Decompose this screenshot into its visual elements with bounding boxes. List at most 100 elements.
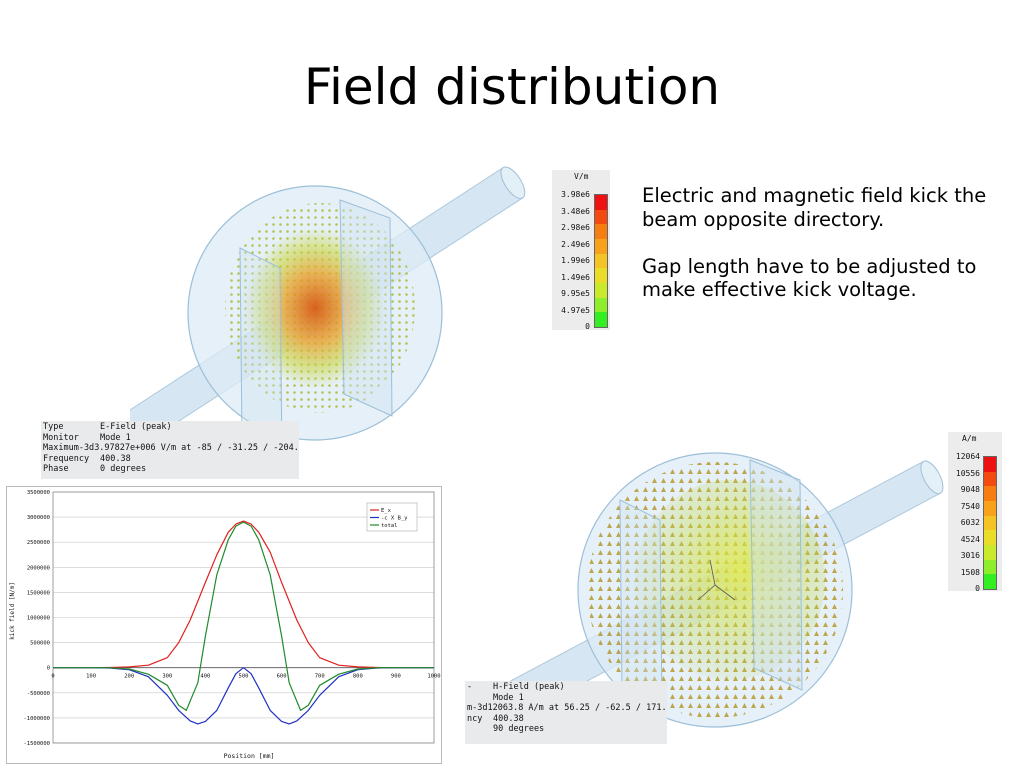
info-value: Mode 1 (493, 692, 524, 703)
info-value: 90 degrees (493, 724, 545, 735)
chart-xtick-label: 300 (162, 674, 172, 680)
hfield-color-bar (983, 456, 997, 590)
efield-tick-label: 9.95e5 (561, 289, 590, 298)
chart-ytick-label: 1000000 (27, 616, 50, 622)
efield-tick-label: 2.49e6 (561, 239, 590, 249)
info-key: Phase (43, 464, 69, 475)
kick-field-chart: 3500000 3000000 2500000 2000000 1500000 10000… (6, 486, 442, 764)
info-value: H-Field (peak) (493, 682, 565, 692)
chart-ytick-label: 1500000 (27, 590, 50, 596)
hfield-tick-label: 6032 (960, 518, 980, 527)
hfield-color-swatch (984, 544, 996, 560)
efield-info-row: Maximum-3d 3.97827e+006 V/m at -85 / -31.… (43, 443, 299, 454)
chart-xtick-label: 0 (51, 674, 54, 680)
efield-color-swatch (595, 238, 607, 254)
info-value: Mode 1 (100, 432, 131, 443)
efield-tick-label: 3.98e6 (561, 190, 590, 199)
chart-ytick-label: -500000 (27, 691, 50, 697)
efield-render-svg (116, 166, 526, 459)
efield-color-swatch (595, 224, 607, 239)
efield-info-row: Phase 0 degrees (43, 464, 299, 475)
chart-ytick-label: 0 (47, 666, 50, 672)
hfield-info-row: Mode 1 (467, 693, 667, 704)
chart-ytick-label: 3500000 (27, 490, 50, 496)
info-key: ncy (467, 713, 483, 724)
hfield-color-swatch (984, 500, 996, 516)
info-key: Frequency (43, 453, 90, 464)
info-value: 12063.8 A/m at 56.25 / -62.5 / 171.238 (487, 703, 667, 714)
efield-unit: V/m (574, 172, 589, 181)
efield-info-row: Type E-Field (peak) (43, 422, 299, 433)
hfield-info-row: 90 degrees (467, 724, 667, 735)
info-value: E-Field (peak) (100, 422, 172, 432)
chart-ytick-label: 2500000 (27, 540, 50, 546)
hfield-color-swatch (984, 457, 996, 472)
chart-legend-label: E_x (381, 508, 392, 514)
chart-xtick-label: 100 (86, 674, 96, 680)
info-key: m-3d (467, 703, 488, 714)
efield-color-swatch (595, 209, 607, 225)
info-key: - (467, 682, 473, 692)
info-key: Monitor (43, 432, 79, 443)
hfield-color-swatch (984, 486, 996, 501)
chart-xtick-label: 1000 (427, 674, 440, 680)
info-value: 3.97827e+006 V/m at -85 / -31.25 / -204.… (94, 443, 299, 454)
hfield-legend: A/m 12064 10556 9048 7540 6032 4524 3016 1508 0 (948, 432, 1002, 593)
hfield-info-row: - H-Field (peak) (467, 682, 667, 693)
efield-tick-label: 0 (585, 322, 590, 331)
info-key (467, 724, 493, 735)
efield-info-box: Type E-Field (peak) Monitor Mode 1 Maximum-3… (41, 421, 299, 479)
hfield-color-swatch (984, 574, 996, 589)
hfield-tick-label: 7540 (960, 501, 980, 511)
efield-color-swatch (595, 195, 607, 210)
slide-title: Field distribution (303, 58, 721, 116)
efield-render (116, 158, 550, 468)
hfield-tick-label: 9048 (960, 485, 980, 494)
efield-tick-label: 2.98e6 (561, 223, 590, 232)
info-value: 400.38 (493, 713, 524, 724)
chart-ylabel: kick field [N/m] (9, 582, 16, 640)
chart-xtick-label: 500 (239, 674, 249, 680)
efield-color-swatch (595, 312, 607, 327)
chart-xtick-label: 600 (277, 674, 287, 680)
chart-xlabel: Position [mm] (224, 752, 275, 760)
efield-info-row: Monitor Mode 1 (43, 433, 299, 444)
hfield-tick-label: 1508 (960, 567, 980, 577)
chart-ytick-label: 2000000 (27, 565, 50, 571)
hfield-color-swatch (984, 515, 996, 531)
paragraph-field-kick: Electric and magnetic field kick the bea… (642, 184, 987, 231)
hfield-tick-label: 3016 (960, 551, 980, 560)
chart-ytick-label: 500000 (30, 641, 50, 647)
info-value: 400.38 (100, 453, 131, 464)
hfield-tick-label: 12064 (955, 452, 980, 461)
hfield-info-row: m-3d 12063.8 A/m at 56.25 / -62.5 / 171.2… (467, 703, 667, 714)
hfield-info-row: ncy 400.38 (467, 714, 667, 725)
hfield-unit: A/m (962, 434, 977, 443)
efield-legend: V/m 3.98e6 3.48e6 2.98e6 2.49e6 1.99e6 1.49e6… (552, 170, 610, 331)
info-key: Type (43, 422, 64, 432)
efield-color-swatch (595, 268, 607, 283)
hfield-tick-label: 4524 (960, 534, 980, 544)
hfield-color-swatch (984, 471, 996, 487)
efield-color-bar (594, 194, 608, 328)
chart-xtick-label: 400 (200, 674, 210, 680)
chart-ytick-label: -1000000 (24, 716, 51, 722)
chart-xtick-label: 700 (315, 674, 325, 680)
chart-ytick-label: -1500000 (24, 741, 51, 747)
efield-tick-label: 1.99e6 (561, 256, 590, 265)
hfield-color-swatch (984, 559, 996, 575)
chart-series-line-0 (53, 520, 434, 669)
chart-xtick-label: 900 (391, 674, 401, 680)
slide-body: Electric and magnetic field kick the bea… (642, 184, 1014, 325)
chart-legend-label: -c X B_y (381, 516, 408, 522)
efield-tick-label: 4.97e5 (561, 305, 590, 315)
hfield-color-swatch (984, 530, 996, 545)
chart-legend-label: total (381, 523, 398, 529)
chart-ytick-label: 3000000 (27, 515, 50, 521)
efield-info-row: Frequency 400.38 (43, 454, 299, 465)
chart-plot-frame (52, 491, 435, 744)
hfield-tick-label: 10556 (955, 468, 980, 478)
chart-xtick-label: 800 (353, 674, 363, 680)
chart-series-line-2 (53, 521, 434, 711)
